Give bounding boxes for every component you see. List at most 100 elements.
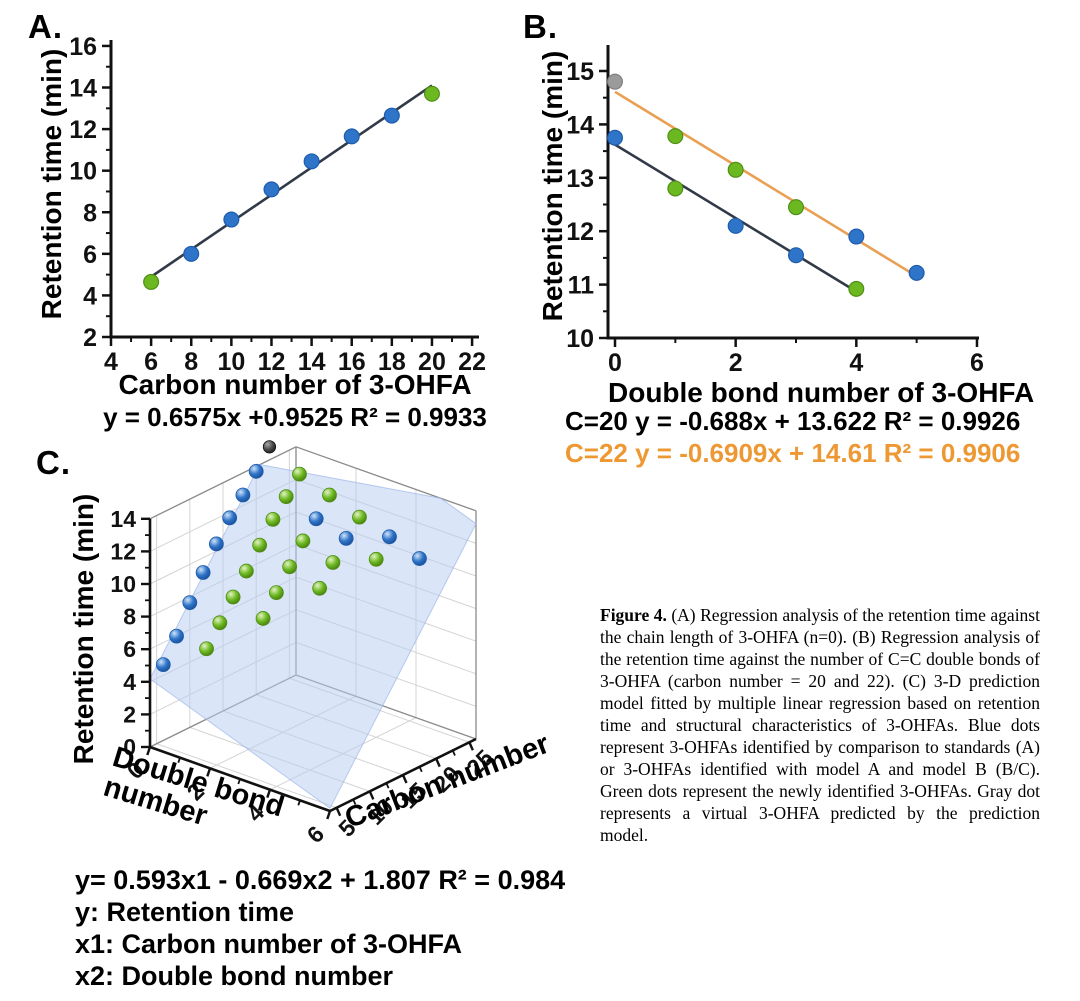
tick-label: 16 — [338, 348, 366, 376]
tick-label: 13 — [566, 165, 594, 193]
data-point-blue — [263, 181, 280, 198]
data-point-blue — [383, 107, 400, 124]
db-tick — [326, 810, 332, 820]
carbon-tick — [368, 790, 375, 800]
carbon-tick — [401, 774, 408, 784]
data-point-blue — [848, 228, 865, 245]
panel-a-y-axis-label: Retention time (min) — [36, 48, 67, 320]
data-sphere-green — [238, 563, 254, 579]
panel-a-equation: y = 0.6575x +0.9525 R² = 0.9933 — [103, 402, 487, 432]
panel-c-legend-x1: x1: Carbon number of 3-OHFA — [75, 929, 463, 959]
carbon-tick — [335, 807, 342, 817]
tick-label: 6 — [123, 636, 136, 662]
tick-label: 11 — [568, 272, 595, 300]
tick-label: 12 — [258, 348, 286, 376]
tick-label: 2 — [123, 701, 136, 727]
data-point-blue — [303, 153, 320, 170]
data-point-green — [143, 273, 160, 290]
tick-label: 15 — [566, 58, 594, 86]
tick-label: 14 — [69, 75, 97, 103]
tick-label: 12 — [69, 116, 97, 144]
tick-label: 22 — [458, 348, 486, 376]
tick-label: 10 — [566, 325, 594, 353]
data-point-gray — [606, 73, 623, 90]
data-point-blue — [606, 129, 623, 146]
panel-b-equation-c20: C=20 y = -0.688x + 13.622 R² = 0.9926 — [565, 406, 1021, 436]
tick-label: 6 — [83, 241, 97, 269]
data-point-blue — [727, 217, 744, 234]
tick-label: 10 — [110, 571, 136, 597]
data-point-green — [423, 85, 440, 102]
db-minor-tick — [177, 757, 181, 763]
tick-label: 16 — [69, 33, 97, 61]
data-sphere-green — [322, 487, 337, 503]
db-minor-tick — [297, 800, 301, 806]
tick-label: 10 — [217, 348, 245, 376]
data-sphere-green — [255, 611, 271, 626]
tick-label: 18 — [378, 348, 406, 376]
data-sphere-green — [292, 466, 307, 482]
db-tick — [206, 767, 212, 777]
panel-b-y-axis-label: Retention time (min) — [537, 50, 568, 322]
data-point-green — [787, 199, 804, 216]
tick-label: 12 — [110, 538, 136, 564]
data-point-green — [667, 180, 684, 197]
data-sphere-green — [212, 615, 228, 631]
frame-edge — [295, 446, 477, 512]
data-sphere-blue — [222, 510, 238, 526]
tick-label: 6 — [302, 821, 329, 848]
panel-c-z-axis-label: Retention time (min) — [68, 493, 99, 765]
data-sphere-blue — [338, 530, 354, 546]
tick-label: 10 — [69, 158, 97, 186]
carbon-minor-tick — [418, 766, 423, 773]
panel-c-model-block: y= 0.593x1 - 0.669x2 + 1.807 R² = 0.984 … — [75, 864, 565, 992]
data-point-blue — [343, 128, 360, 145]
data-sphere-green — [252, 537, 268, 553]
data-point-blue — [223, 211, 240, 228]
tick-label: 2 — [83, 324, 97, 352]
figure-caption-lead: Figure 4. — [600, 605, 667, 625]
panel-a-label: A. — [28, 8, 63, 45]
carbon-minor-tick — [352, 799, 357, 805]
data-point-blue — [183, 245, 200, 262]
panel-c-legend-y: y: Retention time — [75, 897, 295, 927]
carbon-minor-tick — [451, 750, 456, 756]
panel-a-x-axis-label: Carbon number of 3-OHFA — [118, 369, 472, 400]
data-sphere-blue — [412, 551, 427, 566]
data-sphere-blue — [235, 487, 251, 503]
tick-label: 8 — [83, 199, 97, 227]
figure-caption: Figure 4. (A) Regression analysis of the… — [600, 604, 1040, 846]
tick-label: 2 — [729, 349, 743, 377]
data-sphere-green — [352, 509, 367, 525]
data-sphere-blue — [195, 565, 211, 580]
tick-label: 4 — [104, 348, 118, 376]
data-point-green — [667, 128, 684, 145]
tick-label: 4 — [849, 349, 863, 377]
data-point-blue — [908, 264, 925, 281]
db-tick — [266, 789, 272, 799]
tick-label: 4 — [123, 669, 136, 695]
data-sphere-green — [312, 580, 328, 596]
panel-b-x-axis-label: Double bond number of 3-OHFA — [608, 377, 1035, 408]
tick-label: 14 — [298, 348, 326, 376]
panel-b-label: B. — [523, 8, 558, 45]
data-sphere-green — [278, 489, 294, 505]
carbon-minor-tick — [385, 782, 390, 789]
data-sphere-green — [199, 641, 214, 657]
data-sphere-green — [225, 589, 241, 605]
data-sphere-green — [295, 533, 311, 549]
panel-c-legend-x2: x2: Double bond number — [75, 961, 394, 991]
carbon-tick — [435, 758, 441, 768]
data-sphere-blue — [248, 463, 264, 479]
panel-c-label: C. — [36, 444, 71, 481]
fit-line — [614, 90, 921, 280]
data-sphere-blue — [155, 657, 171, 673]
panel-b-equation-c22: C=22 y = -0.6909x + 14.61 R² = 0.9906 — [565, 438, 1021, 468]
data-sphere-green — [282, 559, 298, 575]
tick-label: 14 — [110, 506, 136, 532]
data-sphere-green — [325, 555, 341, 570]
panel-c-model-equation: y= 0.593x1 - 0.669x2 + 1.807 R² = 0.984 — [75, 865, 566, 895]
